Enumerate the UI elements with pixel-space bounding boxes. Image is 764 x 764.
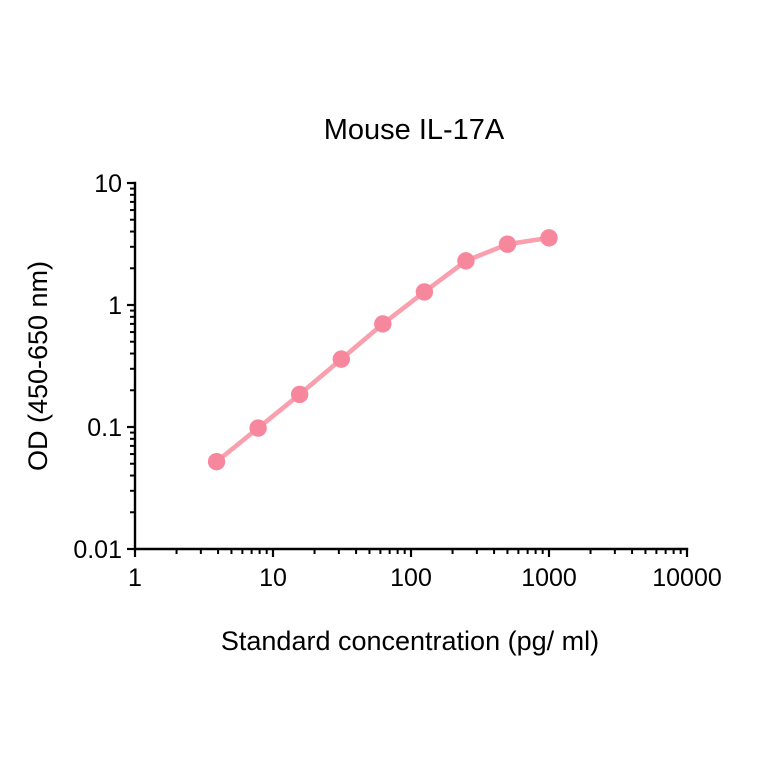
data-series	[207, 229, 558, 471]
chart-title: Mouse IL-17A	[324, 114, 505, 146]
y-tick-label: 10	[94, 170, 122, 198]
axis-spines	[133, 181, 689, 551]
data-point	[207, 452, 226, 471]
data-point	[249, 419, 267, 437]
y-tick-label: 0.01	[73, 536, 122, 564]
data-point	[498, 235, 517, 253]
x-tick-label: 1000	[521, 564, 577, 592]
axes: 1 10 100 1000 10000 0.01 0.1 1 10	[73, 170, 721, 592]
x-tick-label: 10000	[652, 564, 722, 592]
data-point	[332, 350, 350, 368]
x-tick-label: 10	[259, 564, 287, 592]
y-axis-title: OD (450-650 nm)	[23, 261, 53, 471]
y-tick-label: 1	[108, 292, 122, 320]
x-axis-title: Standard concentration (pg/ ml)	[221, 626, 599, 656]
data-point	[374, 315, 392, 333]
data-point	[415, 283, 434, 301]
data-point	[290, 385, 309, 404]
x-tick-label: 100	[390, 564, 432, 592]
x-tick-label: 1	[128, 564, 142, 592]
y-tick-label: 0.1	[87, 414, 122, 442]
data-point	[457, 252, 475, 270]
data-point	[540, 229, 558, 247]
